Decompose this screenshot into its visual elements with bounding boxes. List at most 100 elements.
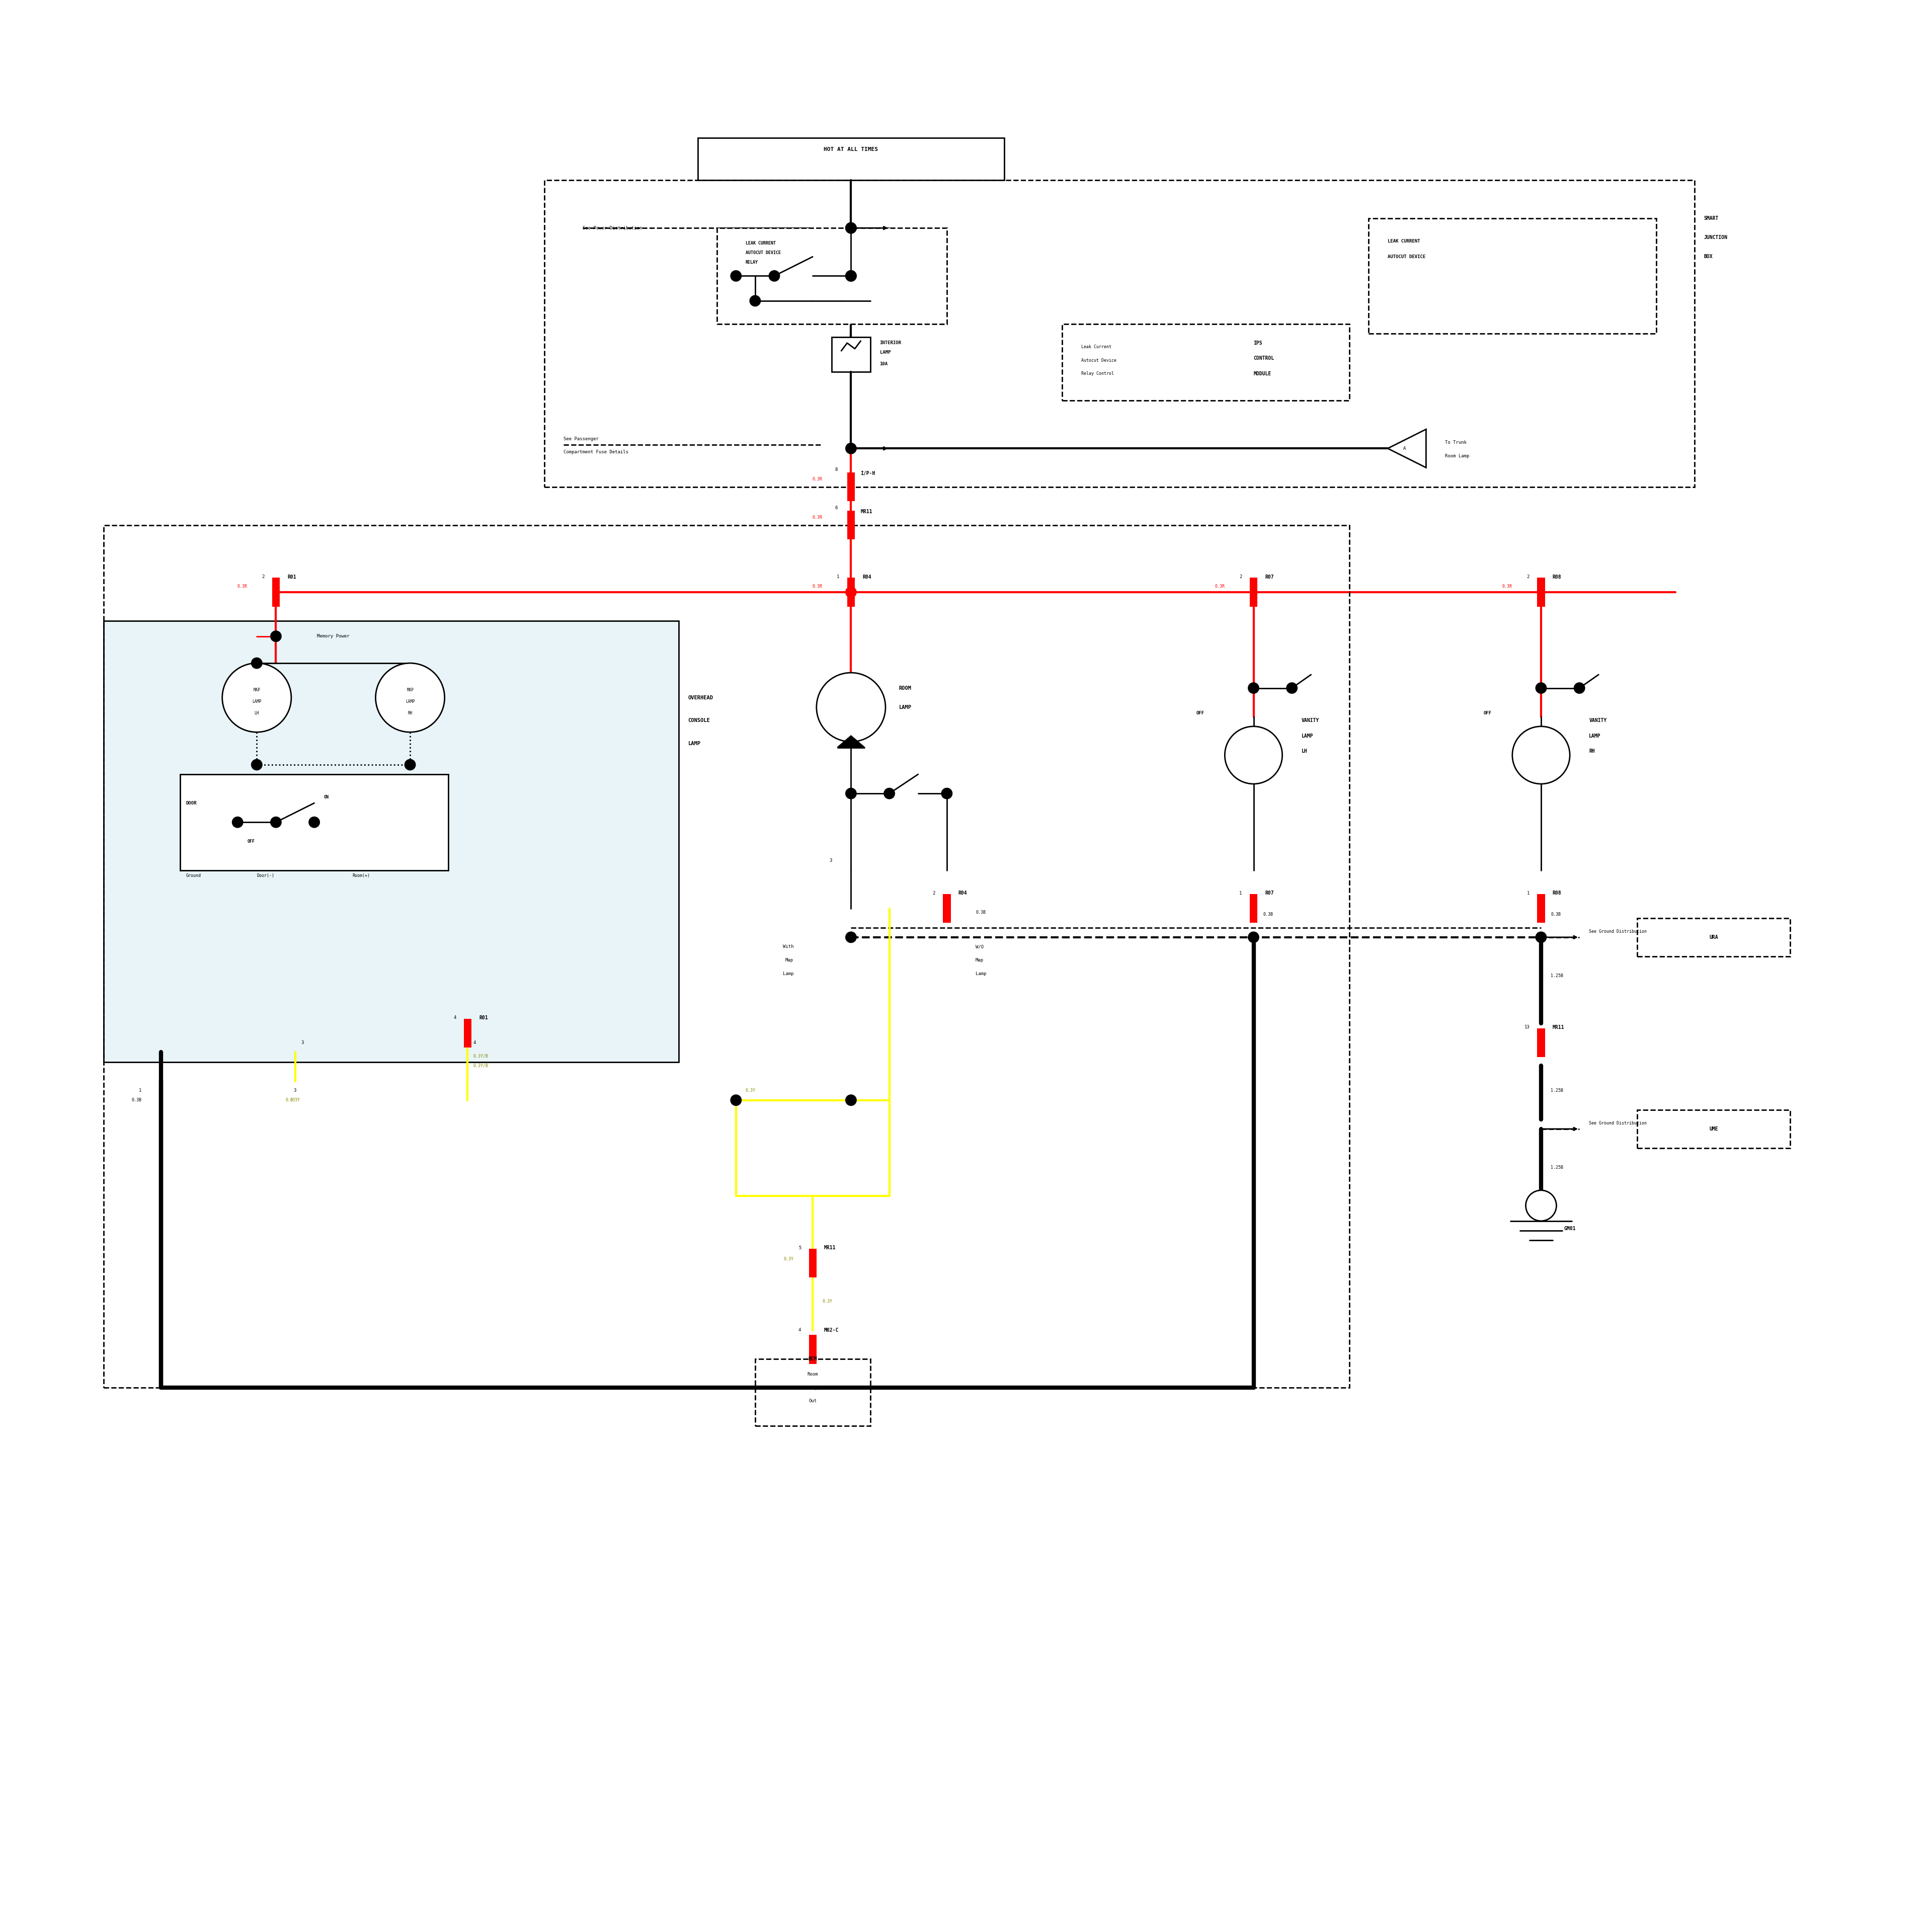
Text: Compartment Fuse Details: Compartment Fuse Details [564,450,628,454]
Text: 0.3B: 0.3B [1551,912,1561,916]
Text: 0.3Y: 0.3Y [286,1097,296,1103]
Text: R04: R04 [862,574,871,580]
Text: UME: UME [1710,1126,1718,1132]
Bar [810,1248,817,1277]
Text: HOT AT ALL TIMES: HOT AT ALL TIMES [823,147,879,153]
Text: MR11: MR11 [825,1246,837,1250]
Text: 0.3B: 0.3B [1264,912,1273,916]
Text: LAMP: LAMP [898,705,912,709]
Bar [1250,895,1258,923]
Text: 0.3R: 0.3R [811,477,823,481]
Polygon shape [838,736,864,748]
Text: MR11: MR11 [860,510,873,514]
Text: Out: Out [810,1399,817,1403]
Text: RH: RH [408,711,412,715]
Text: INTERIOR: INTERIOR [879,340,902,346]
Text: 8: 8 [835,468,838,471]
Text: 0.3R: 0.3R [811,583,823,589]
Text: 10A: 10A [879,361,889,367]
Circle shape [222,663,292,732]
Text: Door(-): Door(-) [257,873,274,879]
Text: Ground: Ground [185,873,201,879]
Text: RH: RH [1588,750,1596,753]
Circle shape [1248,682,1260,694]
Text: Lamp: Lamp [782,972,794,976]
Text: LH: LH [1302,750,1308,753]
Circle shape [1536,931,1548,943]
Bar [697,137,1005,180]
Text: 4: 4 [798,1327,802,1333]
Bar [104,620,678,1063]
Circle shape [844,931,856,943]
Text: R01: R01 [288,574,296,580]
Text: 2: 2 [1526,574,1530,580]
Text: 1: 1 [1238,891,1242,895]
Text: 1.25B: 1.25B [1551,1165,1563,1169]
Text: 6: 6 [835,506,838,510]
Circle shape [404,759,415,771]
Text: Leak Current: Leak Current [1082,344,1111,350]
Text: Lamp: Lamp [976,972,987,976]
Text: GM01: GM01 [1565,1227,1577,1231]
Text: R01: R01 [479,1014,489,1020]
Text: LEAK CURRENT: LEAK CURRENT [1387,240,1420,243]
Circle shape [270,817,282,829]
Bar [180,775,448,869]
Circle shape [844,788,856,800]
Text: 0.3Y: 0.3Y [290,1097,299,1103]
Bar [1538,1028,1546,1057]
Text: IPS: IPS [1254,340,1262,346]
Text: Room(+): Room(+) [354,873,371,879]
Bar [1063,325,1349,400]
Text: ON: ON [1580,686,1584,690]
Text: VANITY: VANITY [1302,719,1320,723]
Text: LAMP: LAMP [1302,734,1314,738]
Bar [810,1335,817,1364]
Text: 0.3Y: 0.3Y [746,1088,755,1094]
Text: LAMP: LAMP [879,350,891,355]
Text: 0.3Y: 0.3Y [782,1258,794,1262]
Circle shape [251,657,263,668]
Bar [846,510,854,539]
Text: ON: ON [1293,686,1296,690]
Circle shape [883,788,895,800]
Text: 3: 3 [301,1041,303,1045]
Circle shape [270,630,282,641]
Bar [833,338,869,371]
Text: LH: LH [255,711,259,715]
Text: 5: 5 [798,1246,802,1250]
Text: W/O: W/O [976,945,983,949]
Circle shape [844,270,856,282]
Text: JUNCTION: JUNCTION [1704,236,1727,240]
Text: 3: 3 [829,858,833,864]
Text: 0.3Y/B: 0.3Y/B [473,1053,489,1059]
Circle shape [844,587,856,597]
Bar [1636,918,1791,956]
Circle shape [232,817,243,829]
Text: 0.3R: 0.3R [1503,583,1513,589]
Bar [1250,578,1258,607]
Text: BCM: BCM [808,1356,817,1362]
Circle shape [941,788,952,800]
Text: 2: 2 [261,574,265,580]
Circle shape [309,817,321,829]
Text: A: A [1403,446,1406,450]
Text: CONTROL: CONTROL [1254,355,1275,361]
Text: AUTOCUT DEVICE: AUTOCUT DEVICE [746,251,781,255]
Bar [1368,218,1656,334]
Text: LAMP: LAMP [1588,734,1602,738]
Bar [717,228,947,325]
Text: LAMP: LAMP [251,699,261,703]
Text: RELAY: RELAY [746,261,757,265]
Text: URA: URA [1710,935,1718,939]
Text: 4: 4 [473,1041,475,1045]
Circle shape [844,442,856,454]
Text: MR11: MR11 [1553,1024,1565,1030]
Text: 0.3Y: 0.3Y [823,1298,833,1304]
Circle shape [844,270,856,282]
Text: With: With [782,945,794,949]
Bar [104,526,1349,1387]
Text: LEAK CURRENT: LEAK CURRENT [746,242,777,245]
Text: R07: R07 [1265,891,1273,896]
Text: Autocut Device: Autocut Device [1082,357,1117,363]
